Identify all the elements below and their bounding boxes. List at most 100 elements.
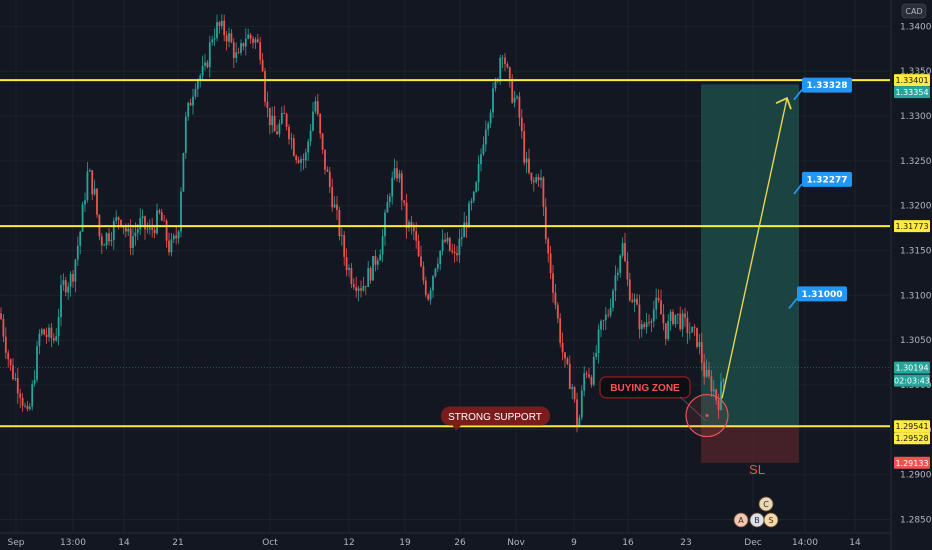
candle-body (40, 329, 43, 334)
price-tag-box (894, 74, 930, 87)
candle-body (441, 239, 444, 251)
candle-body (664, 323, 667, 339)
candle-body (237, 52, 240, 54)
candle-body (511, 78, 514, 103)
price-tick-label: 1.31500 (900, 247, 932, 257)
price-tag-box (894, 420, 930, 433)
candle-body (422, 266, 425, 281)
buying-zone-label: BUYING ZONE (610, 383, 680, 394)
candle-body (160, 212, 163, 221)
candle-body (266, 101, 269, 108)
candle-body (316, 101, 319, 115)
candle-body (189, 102, 192, 106)
horizontal-levels[interactable] (0, 79, 890, 428)
candle-body (396, 168, 398, 179)
candle-body (249, 34, 252, 39)
candle-body (616, 272, 619, 276)
candle-body (554, 292, 557, 305)
candle-body (492, 88, 494, 113)
candle-body (45, 334, 48, 337)
price-tick-label: 1.29000 (900, 471, 932, 481)
callout-label: 1.32277 (807, 175, 848, 185)
candle-body (564, 352, 566, 359)
candle-body (381, 236, 384, 255)
price-tag-label: 1.33354 (895, 88, 928, 97)
price-tag: 1.33354 (894, 86, 930, 99)
time-tick-label: Dec (744, 538, 761, 548)
candle-body (194, 89, 197, 97)
candle-body (549, 253, 552, 274)
candle-body (506, 63, 509, 68)
candle-body (559, 318, 562, 343)
candle-body (204, 62, 206, 66)
candle-body (88, 170, 91, 172)
candle-body (542, 177, 545, 207)
event-marker-icon: B (749, 512, 765, 528)
candle-body (679, 313, 682, 330)
candle-body (228, 33, 230, 42)
candle-body (304, 152, 307, 161)
candle-body (206, 62, 209, 68)
candle-body (693, 326, 696, 328)
candle-body (134, 232, 137, 237)
candle-body (105, 233, 108, 246)
candle-body (208, 42, 211, 68)
buying-zone-pill (599, 376, 691, 399)
candle-body (192, 96, 194, 106)
candle-body (631, 300, 634, 302)
candle-body (424, 280, 427, 295)
candle-body (472, 191, 475, 201)
candle-body (393, 168, 396, 178)
candle-body (355, 287, 358, 292)
price-tick-label: 1.33000 (900, 112, 932, 122)
candle-body (81, 204, 84, 232)
candle-body (614, 275, 617, 291)
time-tick-label: Sep (8, 538, 25, 548)
candle-body (590, 377, 593, 385)
time-tick-label: 23 (680, 538, 691, 548)
candle-body (463, 222, 466, 238)
candle-body (24, 405, 26, 407)
candle-body (484, 129, 487, 145)
candle-body (86, 171, 89, 201)
candle-body (681, 313, 684, 330)
candle-body (196, 80, 199, 90)
candle-body (321, 133, 324, 150)
candle-body (331, 186, 334, 208)
candle-body (487, 123, 490, 130)
currency-badge[interactable]: CAD (901, 3, 927, 19)
candle-body (405, 202, 408, 228)
candle-body (578, 417, 581, 427)
candle-body (504, 57, 506, 64)
candle-body (307, 141, 310, 153)
candle-body (703, 362, 706, 377)
strong-support-pointer (452, 424, 462, 431)
candle-body (465, 222, 468, 228)
price-tag-box (894, 220, 930, 233)
candle-body (592, 356, 595, 385)
candle-body (470, 200, 473, 204)
candle-body (626, 261, 629, 280)
candle-body (439, 250, 442, 264)
time-axis[interactable]: Sep 13:00 14 21 Oct 12 19 26 Nov 9 16 23 Dec 14:00 14 (0, 532, 891, 548)
candle-body (432, 276, 434, 291)
candle-body (379, 254, 382, 261)
candle-body (434, 268, 437, 277)
candle-body (254, 39, 257, 43)
candle-body (225, 35, 228, 42)
candle-body (691, 326, 694, 333)
candle-body (688, 332, 691, 334)
price-tag-label: 1.29133 (895, 459, 928, 468)
price-tag-box (894, 374, 930, 387)
candle-body (698, 342, 701, 347)
time-tick-label: 26 (454, 538, 466, 548)
candle-body (451, 250, 454, 252)
candle-body (144, 216, 146, 230)
candle-body (696, 327, 698, 347)
candle-body (674, 314, 677, 325)
candle-body (667, 321, 670, 339)
time-tick-label: 14:00 (792, 538, 818, 548)
candle-body (398, 173, 401, 179)
candle-body (72, 274, 74, 282)
